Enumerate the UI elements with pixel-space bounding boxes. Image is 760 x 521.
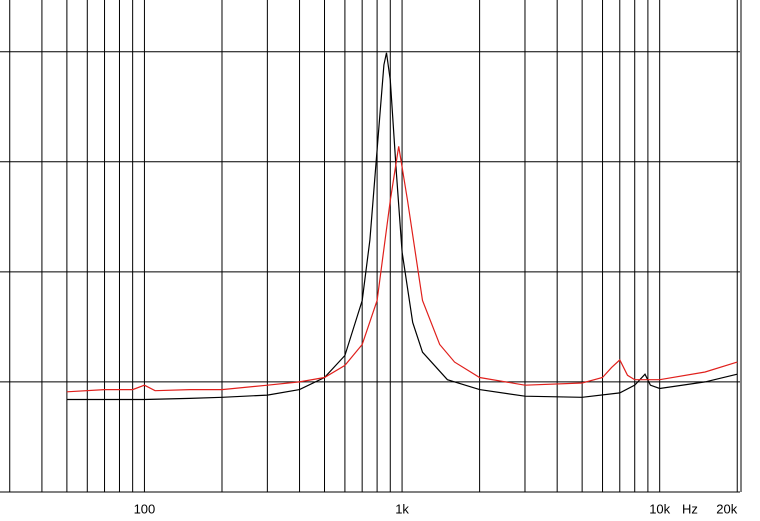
- series-line: [66, 52, 738, 401]
- x-tick-label: 20k: [716, 501, 737, 516]
- x-tick-label: 10k: [649, 501, 670, 516]
- series-line: [66, 146, 738, 393]
- x-tick-label: 1k: [395, 501, 409, 516]
- x-axis-label: Hz: [682, 501, 698, 516]
- x-tick-label: 100: [134, 501, 156, 516]
